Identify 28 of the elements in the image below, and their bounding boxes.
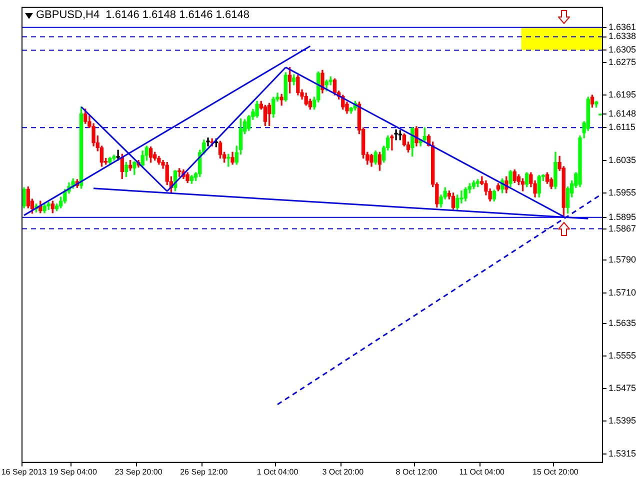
- x-tick-label: 23 Sep 20:00: [114, 467, 163, 476]
- y-tick-label: 1.5555: [608, 350, 636, 360]
- chart-title: GBPUSD,H4 1.6146 1.6148 1.6146 1.6148: [36, 8, 250, 21]
- x-tick-label: 15 Oct 20:00: [532, 467, 579, 476]
- x-tick-label: 26 Sep 12:00: [180, 467, 228, 476]
- x-tick-label: 1 Oct 04:00: [256, 467, 299, 476]
- y-tick-label: 1.6338: [608, 31, 636, 42]
- y-tick-label: 1.5790: [608, 254, 636, 265]
- y-tick-label: 1.5635: [608, 318, 636, 328]
- y-tick-label: 1.6148: [608, 108, 636, 119]
- x-tick-label: 16 Sep 2013: [1, 467, 48, 476]
- y-tick-label: 1.5475: [608, 383, 636, 394]
- y-tick-label: 1.6305: [608, 44, 636, 55]
- x-tick-label: 8 Oct 12:00: [396, 467, 438, 476]
- y-tick-label: 1.6275: [608, 56, 636, 67]
- y-tick-label: 1.6035: [608, 154, 636, 165]
- y-tick-label: 1.6361: [608, 22, 636, 32]
- y-tick-label: 1.5710: [608, 287, 636, 298]
- y-tick-label: 1.5395: [608, 416, 636, 426]
- y-tick-label: 1.5895: [608, 212, 636, 222]
- y-tick-label: 1.5315: [608, 448, 636, 458]
- y-tick-label: 1.6115: [608, 122, 636, 132]
- x-tick-label: 3 Oct 20:00: [322, 467, 364, 476]
- x-tick-label: 19 Sep 04:00: [49, 467, 98, 476]
- y-tick-label: 1.5867: [608, 223, 636, 234]
- y-tick-label: 1.6195: [608, 90, 636, 100]
- x-tick-label: 11 Oct 04:00: [459, 467, 506, 476]
- y-tick-label: 1.5955: [608, 187, 636, 198]
